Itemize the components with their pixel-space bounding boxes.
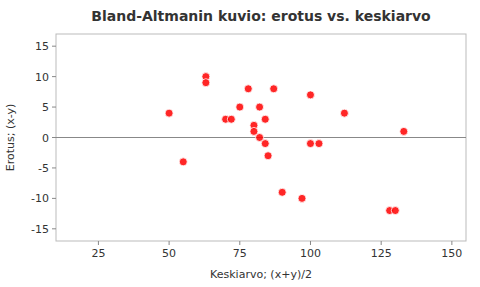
point — [236, 103, 244, 111]
y-tick-label: -10 — [31, 192, 49, 205]
point — [244, 85, 252, 93]
chart-container: -15 -10 -5 0 5 10 15 25 50 75 100 125 150 Bland-Altma… — [0, 0, 480, 287]
y-tick-label: 0 — [42, 132, 49, 145]
x-tick-label: 100 — [300, 247, 321, 260]
title: Bland-Altmanin kuvio: erotus vs. keskiar… — [91, 8, 431, 24]
x-tick — [98, 241, 99, 245]
x-axis-label: Keskiarvo; (x+y)/2 — [210, 268, 312, 281]
point — [298, 194, 306, 202]
x-tick-label: 125 — [371, 247, 392, 260]
y-tick — [52, 46, 56, 47]
point — [165, 109, 173, 117]
point — [278, 188, 286, 196]
x-tick — [169, 241, 170, 245]
plot-frame — [56, 34, 466, 241]
x-tick-label: 150 — [441, 247, 462, 260]
y-tick — [52, 228, 56, 229]
x-tick — [381, 241, 382, 245]
y-tick — [52, 76, 56, 77]
point — [400, 127, 408, 135]
point — [261, 140, 269, 148]
y-tick-label: 5 — [42, 101, 49, 114]
y-axis-label: Erotus; (x-y) — [4, 104, 17, 172]
point — [261, 115, 269, 123]
y-tick-label: 10 — [35, 71, 49, 84]
y-tick-label: -15 — [31, 223, 49, 236]
chart: -15 -10 -5 0 5 10 15 25 50 75 100 125 150 Bland-Altma… — [0, 0, 480, 287]
point — [391, 207, 399, 215]
y-tick-label: 15 — [35, 40, 49, 53]
point — [306, 91, 314, 99]
x-tick-label: 50 — [162, 247, 176, 260]
point — [264, 152, 272, 160]
x-tick-label: 25 — [91, 247, 105, 260]
point — [202, 79, 210, 87]
y-tick — [52, 167, 56, 168]
x-tick — [310, 241, 311, 245]
point — [227, 115, 235, 123]
x-tick-label: 75 — [233, 247, 247, 260]
x-tick — [239, 241, 240, 245]
x-tick — [451, 241, 452, 245]
points — [165, 73, 408, 215]
y-tick-label: -5 — [38, 162, 49, 175]
y-tick — [52, 107, 56, 108]
point — [340, 109, 348, 117]
point — [315, 140, 323, 148]
point — [270, 85, 278, 93]
y-tick — [52, 198, 56, 199]
point — [179, 158, 187, 166]
y-tick — [52, 137, 56, 138]
point — [306, 140, 314, 148]
point — [256, 103, 264, 111]
